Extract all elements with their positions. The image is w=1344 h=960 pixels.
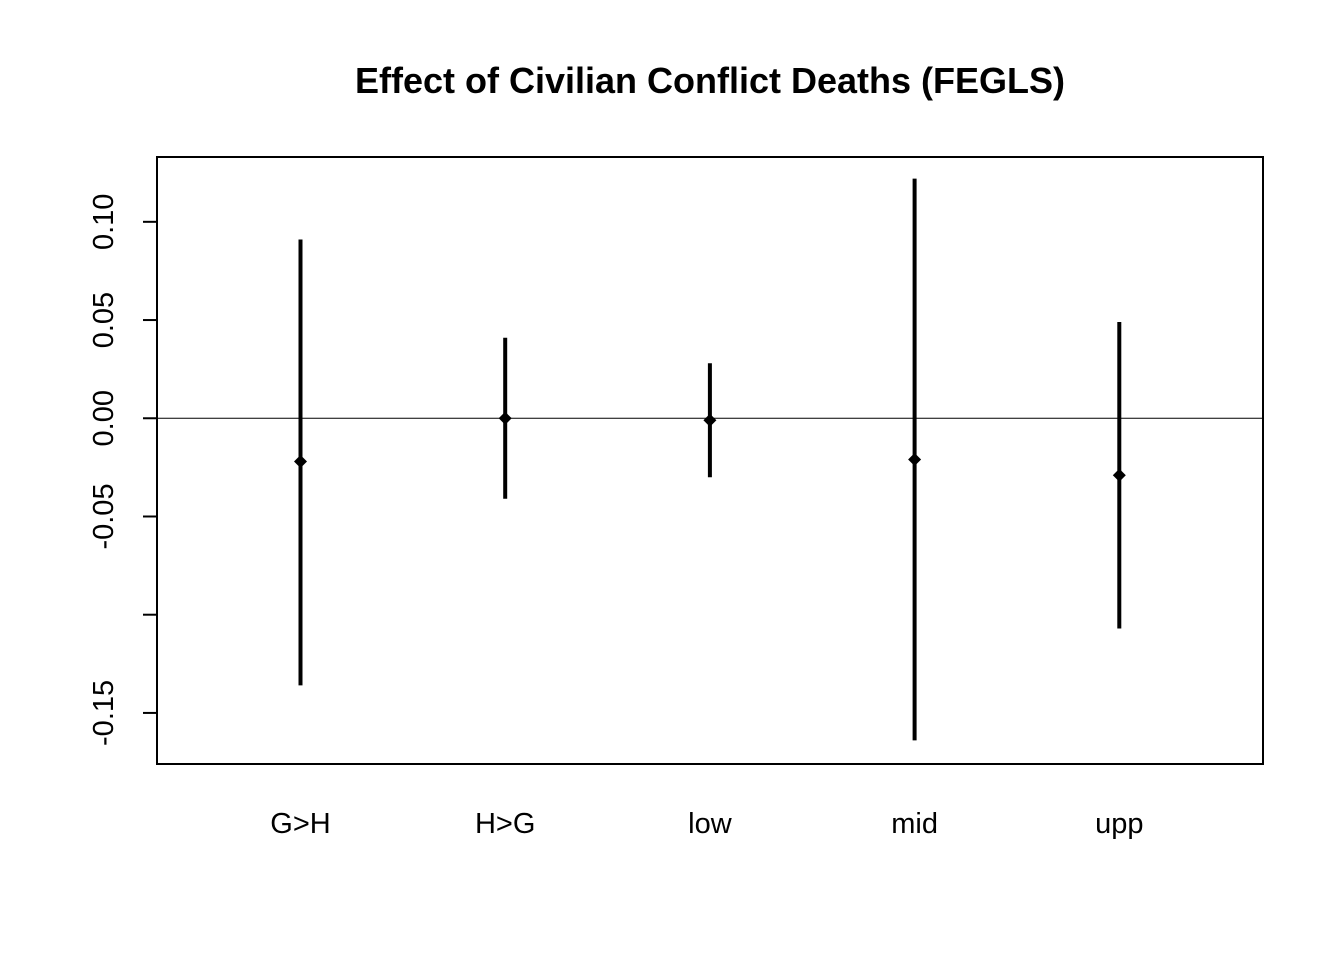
point-estimate (1112, 468, 1126, 482)
error-bars (294, 178, 1126, 741)
y-tick-label: -0.05 (88, 483, 120, 549)
category-label: low (688, 808, 733, 840)
category-label: G>H (270, 808, 330, 840)
point-estimate (498, 411, 512, 425)
y-tick-label: 0.05 (88, 292, 120, 348)
y-tick-label: -0.15 (88, 680, 120, 746)
category-labels: G>H H>G low mid upp (270, 808, 1143, 840)
category-label: upp (1095, 808, 1143, 840)
category-label: mid (891, 808, 938, 840)
y-tick-label: 0.00 (88, 390, 120, 446)
y-tick-label: 0.10 (88, 194, 120, 250)
point-estimate (703, 413, 717, 427)
point-estimate (908, 453, 922, 467)
chart-title: Effect of Civilian Conflict Deaths (FEGL… (355, 60, 1065, 101)
y-axis: 0.10 0.05 0.00 -0.05 -0.15 (88, 194, 158, 746)
point-estimate (294, 454, 307, 468)
category-label: H>G (475, 808, 535, 840)
